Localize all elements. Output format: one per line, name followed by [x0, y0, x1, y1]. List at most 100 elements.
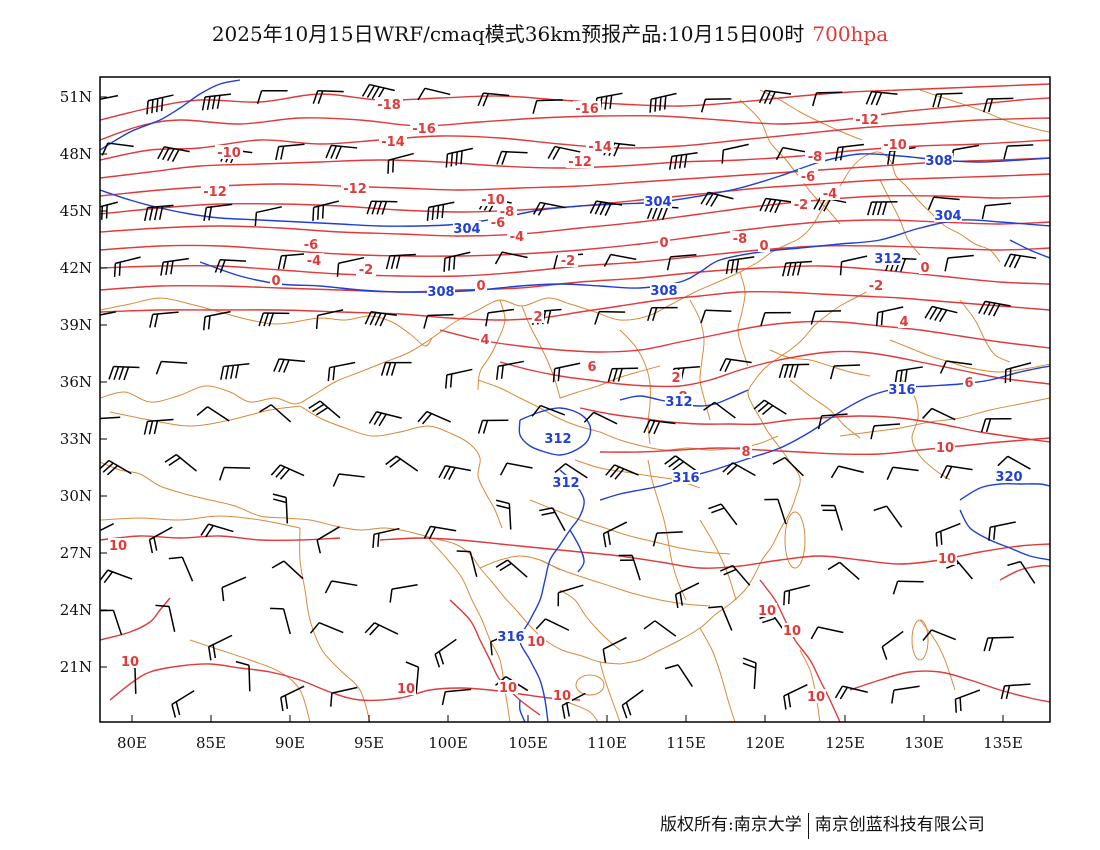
wind-barb [535, 618, 570, 631]
temperature-label: 10 [397, 682, 415, 697]
lon-tick-label: 80E [117, 734, 147, 752]
wind-barb [760, 311, 791, 326]
wind-barb [444, 368, 473, 389]
border-line [699, 519, 737, 601]
height-label: 312 [552, 476, 579, 491]
border-line [599, 661, 621, 722]
wind-barb [983, 97, 1014, 113]
wind-barb [155, 604, 176, 632]
temperature-label: -2 [561, 254, 575, 269]
temperature-label-bg [798, 169, 818, 183]
height-label-bg [552, 475, 580, 489]
temperature-label-bg [586, 359, 598, 373]
island-outline [784, 511, 806, 569]
wind-barb [886, 466, 919, 480]
temperature-label-bg [670, 370, 682, 384]
wind-barb [666, 254, 697, 271]
temperature-label: 6 [587, 360, 596, 375]
temperature-label: -8 [733, 232, 747, 247]
wind-barb [810, 310, 842, 325]
wind-barb [618, 554, 641, 581]
temperature-label-bg [488, 215, 508, 229]
temperature-contour [759, 579, 841, 722]
wind-barb [547, 145, 581, 160]
temperature-label: 2 [671, 371, 680, 386]
wind-barb [214, 258, 247, 274]
wind-barb [875, 306, 904, 327]
border-line [477, 379, 601, 433]
wind-barb [100, 569, 133, 584]
wind-barb [275, 143, 305, 161]
lat-tick-label: 24N [60, 601, 92, 619]
wind-barb [865, 90, 898, 106]
temperature-label-bg [853, 112, 881, 126]
wind-barb [700, 98, 732, 113]
wind-barb [443, 251, 471, 272]
border-line [799, 649, 821, 722]
wind-barb [940, 464, 973, 480]
wind-barb [759, 197, 792, 214]
wind-barb [219, 466, 251, 481]
wind-barb [778, 363, 810, 379]
height-label: 312 [544, 432, 571, 447]
temperature-label: -6 [801, 170, 815, 185]
wind-barb [385, 253, 416, 270]
wind-barb [821, 504, 843, 531]
wind-barb [811, 91, 843, 107]
temperature-label-bg [566, 154, 594, 168]
lat-tick-label: 39N [60, 316, 92, 334]
temperature-label: 10 [758, 604, 776, 619]
wind-barb [259, 404, 292, 423]
wind-barb [781, 260, 812, 277]
height-label-bg [672, 470, 700, 484]
wind-barb [935, 522, 961, 547]
height-label-bg [888, 382, 916, 396]
wind-barb [674, 582, 700, 608]
border-line [100, 297, 296, 325]
temperature-label: -4 [823, 187, 837, 202]
wind-barb [101, 142, 134, 156]
temperature-label: -16 [412, 122, 436, 137]
border-line [100, 515, 301, 529]
wind-barb [155, 360, 188, 375]
wind-barb [108, 365, 140, 381]
wind-barb [146, 94, 174, 115]
wind-barb [873, 505, 903, 528]
wind-barb [783, 584, 810, 606]
wind-barb [643, 419, 676, 435]
wind-barb [939, 360, 973, 374]
temperature-contour [100, 194, 1050, 237]
height-label-bg [497, 629, 525, 643]
wind-barb [385, 455, 419, 472]
wind-barb [423, 313, 454, 329]
temperature-label-bg [898, 314, 910, 328]
height-contours [100, 79, 1050, 722]
temperature-contour [100, 535, 341, 542]
wind-barb [149, 311, 179, 328]
wind-barb [602, 636, 627, 663]
wind-barb [775, 146, 809, 161]
wind-barb [157, 146, 190, 162]
wind-barb [256, 90, 288, 105]
temperature-label-bg [532, 309, 544, 323]
wind-barb [312, 90, 344, 105]
temperature-label: 4 [480, 333, 489, 348]
wind-barb [988, 521, 1016, 541]
border-line [737, 271, 749, 367]
lon-tick-label: 110E [587, 734, 627, 752]
wind-barb [708, 503, 738, 526]
height-label: 312 [874, 252, 901, 267]
wind-barb [557, 584, 584, 607]
wind-barb [113, 256, 141, 278]
wind-barb [366, 200, 398, 215]
temperature-label-bg [757, 603, 777, 617]
wind-barb [496, 150, 528, 165]
border-line [889, 339, 1050, 373]
border-line [899, 377, 951, 481]
temperature-contour [100, 157, 1050, 197]
temperature-label: -10 [217, 146, 241, 161]
wind-barb [891, 685, 920, 704]
wind-barb [270, 607, 291, 635]
lat-tick-label: 51N [60, 88, 92, 106]
wind-barb [372, 527, 400, 548]
